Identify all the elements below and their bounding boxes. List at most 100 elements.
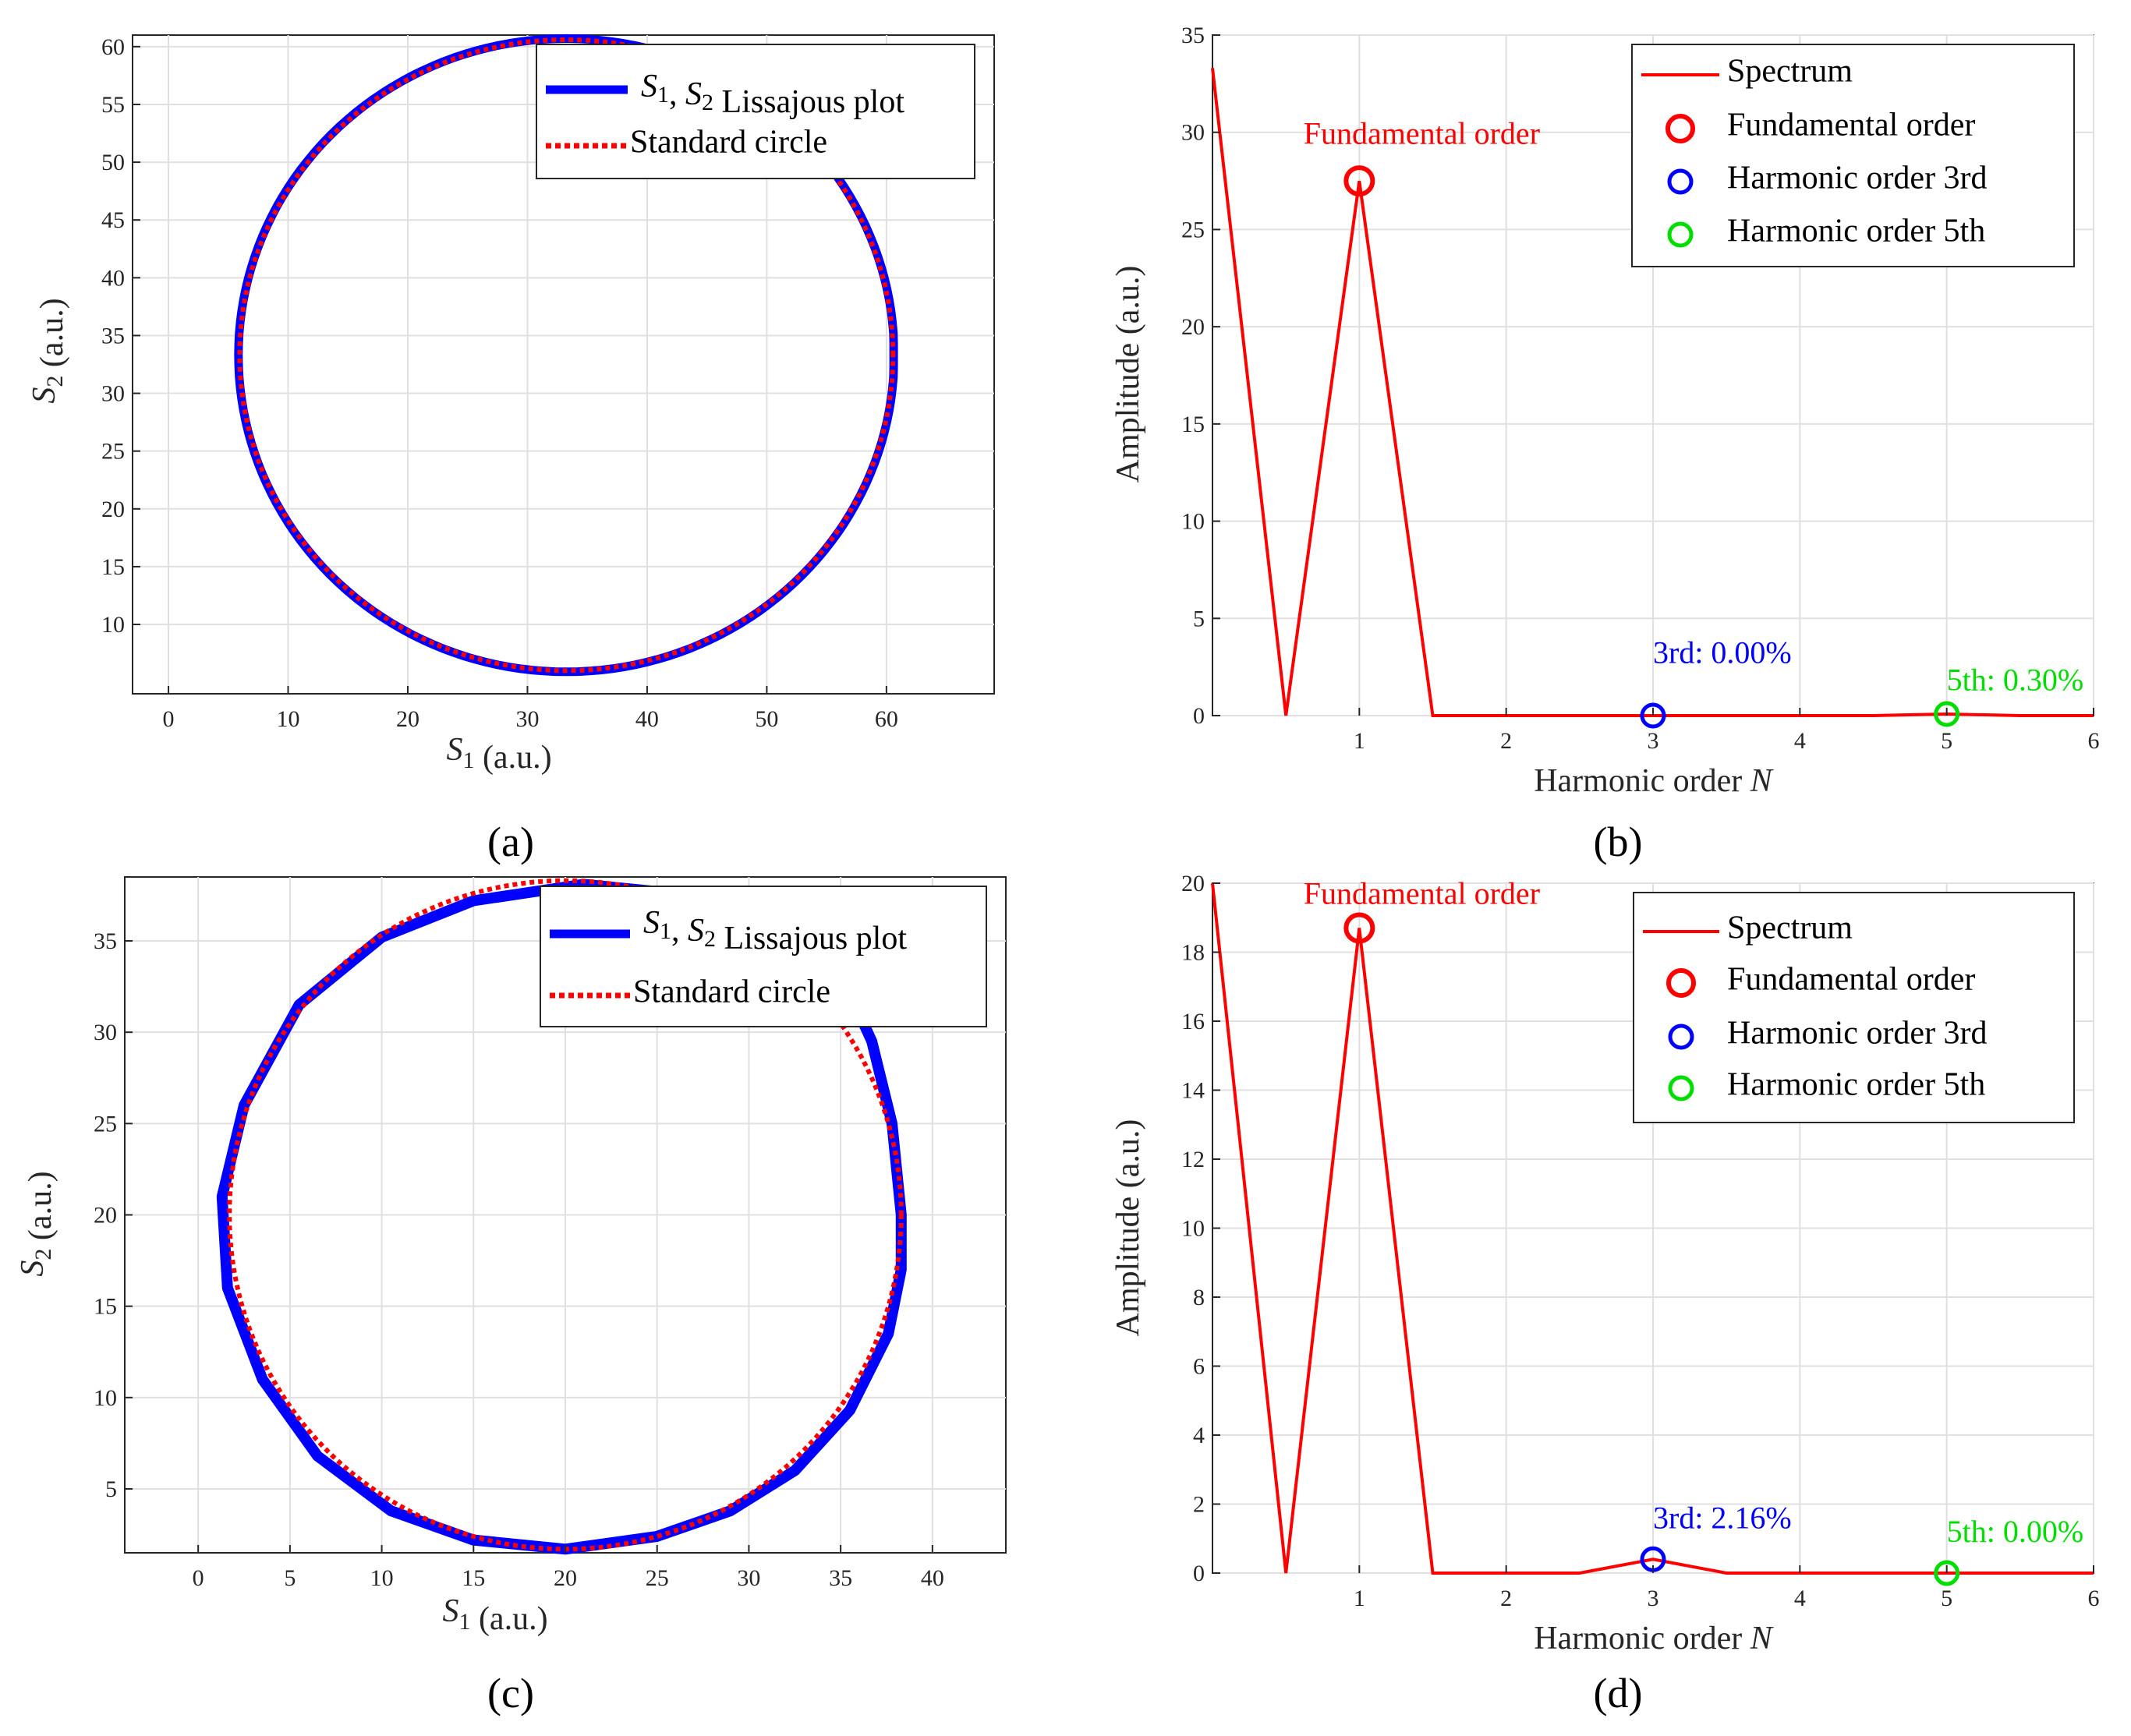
legend-marker-harmonic5-d [1668,1075,1694,1101]
tick-label-x-c-1: 5 [284,1565,296,1591]
tick-label-y-a-3: 25 [101,439,125,465]
legend-label-circle-c: Standard circle [633,974,830,1010]
tick-label-x-c-0: 0 [193,1565,204,1591]
legend-label-harmonic3-d: Harmonic order 3rd [1727,1016,1988,1052]
tick-label-y-b-3: 15 [1181,412,1205,437]
tick-label-x-a-5: 50 [755,706,778,732]
tick-label-y-a-2: 20 [101,497,125,522]
tick-label-y-d-4: 8 [1193,1285,1205,1310]
tick-label-y-b-2: 10 [1181,509,1205,535]
ticks-c: 0 5 10 15 20 25 30 35 40 5 10 15 20 25 30 35 [94,928,944,1591]
annotation-harmonic5-d: 5th: 0.00% [1947,1514,2084,1549]
tick-label-x-b-3: 4 [1794,728,1806,754]
tick-label-y-d-6: 12 [1181,1147,1205,1172]
x-axis-label-a: S1 (a.u.) [446,732,551,776]
y-axis-label-c: S2 (a.u.) [15,1171,58,1276]
legend-label-harmonic5-d: Harmonic order 5th [1727,1067,1985,1103]
legend-marker-harmonic3-b [1667,168,1694,195]
annotation-harmonic5-b: 5th: 0.30% [1947,663,2084,698]
annotation-fundamental-d: Fundamental order [1304,876,1540,911]
legend-label-spectrum-d: Spectrum [1727,910,1853,946]
legend-label-circle-a: Standard circle [630,125,827,161]
legend-b: Spectrum Fundamental order Harmonic orde… [1631,44,2075,267]
marks-d: Fundamental order 3rd: 2.16% 5th: 0.00% [1211,876,2094,1586]
tick-label-y-b-7: 35 [1181,23,1205,48]
tick-label-x-b-2: 3 [1648,728,1659,754]
tick-label-x-c-8: 40 [921,1565,944,1591]
tick-label-x-a-4: 40 [635,706,659,732]
marker-harmonic5-b [1934,701,1960,727]
tick-label-x-d-4: 5 [1941,1586,1952,1611]
legend-box-b [1631,44,2075,267]
panel-c: 0 5 10 15 20 25 30 35 40 5 10 15 20 25 30 35 S1, S2 Lis… [15,876,1007,1717]
legend-marker-fundamental-b [1666,114,1695,143]
tick-label-y-d-1: 2 [1193,1492,1205,1518]
panel-label-c: (c) [487,1670,534,1717]
panel-label-b: (b) [1594,819,1643,865]
tick-label-y-d-3: 6 [1193,1354,1205,1380]
legend-marker-fundamental-d [1666,968,1696,998]
annotation-harmonic3-b: 3rd: 0.00% [1653,635,1792,670]
tick-label-x-a-1: 10 [277,706,300,732]
tick-label-x-d-3: 4 [1794,1586,1806,1611]
tick-label-x-c-2: 10 [370,1565,394,1591]
marker-harmonic5-d [1934,1560,1960,1586]
tick-label-x-a-0: 0 [163,706,175,732]
tick-label-y-a-1: 15 [101,554,125,580]
tick-label-y-b-5: 25 [1181,217,1205,242]
tick-label-y-d-0: 0 [1193,1561,1205,1586]
legend-label-lissajous-a: S1, S2 Lissajous plot [641,69,904,120]
panel-b: Fundamental order 3rd: 0.00% 5th: 0.30% 1 2… [1110,23,2100,865]
tick-label-x-d-1: 2 [1500,1586,1512,1611]
legend-marker-harmonic3-d [1668,1024,1694,1050]
tick-label-x-b-1: 2 [1500,728,1512,754]
legend-label-lissajous-c: S1, S2 Lissajous plot [643,905,907,956]
tick-label-y-d-2: 4 [1193,1423,1205,1448]
tick-label-y-c-3: 20 [94,1203,117,1229]
tick-label-x-c-6: 30 [737,1565,760,1591]
tick-label-y-d-8: 16 [1181,1009,1205,1034]
x-axis-label-c: S1 (a.u.) [442,1593,547,1637]
tick-label-y-c-1: 10 [94,1385,117,1411]
legend-box-a [536,44,975,179]
y-axis-label-a: S2 (a.u.) [27,298,70,403]
annotation-harmonic3-d: 3rd: 2.16% [1653,1500,1792,1535]
tick-label-x-b-5: 6 [2088,728,2100,754]
marker-fundamental-b [1343,165,1375,197]
tick-label-y-a-6: 40 [101,265,125,291]
tick-label-x-c-7: 35 [829,1565,852,1591]
tick-label-y-d-9: 18 [1181,940,1205,966]
tick-label-y-a-8: 50 [101,150,125,175]
panel-label-d: (d) [1594,1670,1643,1717]
tick-label-y-c-6: 35 [94,928,117,954]
tick-label-y-a-9: 55 [101,92,125,118]
tick-label-x-d-2: 3 [1648,1586,1659,1611]
tick-label-y-b-6: 30 [1181,120,1205,146]
tick-label-y-c-4: 25 [94,1111,117,1137]
tick-label-x-d-0: 1 [1354,1586,1365,1611]
marks-b: Fundamental order 3rd: 0.00% 5th: 0.30% [1211,68,2094,729]
tick-label-y-a-4: 30 [101,381,125,407]
panel-label-a: (a) [487,819,534,865]
annotation-fundamental-b: Fundamental order [1304,116,1540,151]
x-axis-label-b: Harmonic order N [1534,763,1774,799]
legend-marker-harmonic5-b [1667,221,1694,248]
tick-label-y-b-1: 5 [1193,606,1205,631]
tick-label-y-a-5: 35 [101,323,125,348]
legend-box-c [540,886,987,1027]
tick-label-y-d-5: 10 [1181,1216,1205,1242]
tick-label-x-a-2: 20 [396,706,419,732]
tick-label-y-a-10: 60 [101,34,125,60]
tick-label-y-a-7: 45 [101,207,125,233]
tick-label-x-c-4: 20 [554,1565,577,1591]
marker-fundamental-d [1343,912,1375,944]
tick-label-x-b-4: 5 [1941,728,1952,754]
tick-label-x-d-5: 6 [2088,1586,2100,1611]
marker-harmonic3-b [1640,702,1666,729]
legend-label-spectrum-b: Spectrum [1727,54,1853,90]
ticks-b: 1 2 3 4 5 6 0 5 10 15 20 25 30 35 [1181,23,2100,754]
tick-label-y-c-2: 15 [94,1294,117,1320]
tick-label-y-a-0: 10 [101,612,125,638]
